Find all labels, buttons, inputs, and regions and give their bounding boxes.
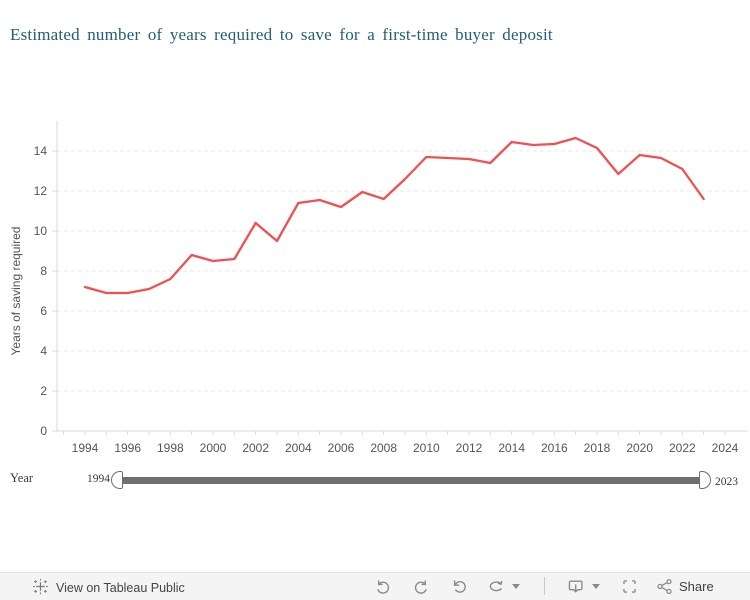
svg-text:2018: 2018 <box>584 441 611 455</box>
share-button[interactable]: Share <box>656 578 714 595</box>
svg-text:14: 14 <box>34 144 48 158</box>
svg-text:0: 0 <box>40 424 47 438</box>
fullscreen-icon[interactable] <box>621 578 638 595</box>
svg-text:10: 10 <box>34 224 48 238</box>
svg-text:2022: 2022 <box>669 441 696 455</box>
line-chart[interactable]: 0 2 4 6 8 10 12 14 1994 1996 1998 2000 2002 2004 2006 2… <box>0 0 750 520</box>
svg-text:2000: 2000 <box>200 441 227 455</box>
redo-icon[interactable] <box>413 578 430 595</box>
view-on-tableau-public-label: View on Tableau Public <box>56 581 185 595</box>
svg-text:2: 2 <box>40 384 47 398</box>
tableau-toolbar: View on Tableau Public <box>0 572 750 600</box>
svg-text:2024: 2024 <box>712 441 739 455</box>
download-icon[interactable] <box>567 578 584 595</box>
revert-icon[interactable] <box>451 578 468 595</box>
svg-text:2008: 2008 <box>370 441 397 455</box>
share-icon <box>656 578 673 595</box>
svg-text:1998: 1998 <box>157 441 184 455</box>
caret-down-icon[interactable] <box>512 584 520 589</box>
tableau-logo-icon <box>32 578 49 598</box>
svg-text:2020: 2020 <box>626 441 653 455</box>
svg-text:2010: 2010 <box>413 441 440 455</box>
svg-text:Years of saving required: Years of saving required <box>9 227 23 356</box>
svg-text:2002: 2002 <box>242 441 269 455</box>
svg-text:2006: 2006 <box>328 441 355 455</box>
share-label: Share <box>679 579 714 594</box>
page-title: Estimated number of years required to sa… <box>10 25 553 44</box>
slider-track[interactable] <box>122 477 701 484</box>
svg-text:2012: 2012 <box>456 441 483 455</box>
undo-icon[interactable] <box>374 578 391 595</box>
svg-text:8: 8 <box>40 264 47 278</box>
slider-min-label: 1994 <box>87 473 110 485</box>
svg-text:1996: 1996 <box>114 441 141 455</box>
svg-text:1994: 1994 <box>72 441 99 455</box>
toolbar-divider <box>544 577 545 595</box>
svg-text:2004: 2004 <box>285 441 312 455</box>
slider-max-label: 2023 <box>715 476 738 488</box>
slider-left-handle[interactable] <box>111 471 123 489</box>
svg-text:12: 12 <box>34 184 48 198</box>
svg-text:2014: 2014 <box>498 441 525 455</box>
svg-text:4: 4 <box>40 344 47 358</box>
refresh-icon[interactable] <box>487 578 504 595</box>
slider-title: Year <box>10 471 34 485</box>
svg-text:2016: 2016 <box>541 441 568 455</box>
view-on-tableau-public-link[interactable]: View on Tableau Public <box>32 578 185 598</box>
svg-text:6: 6 <box>40 304 47 318</box>
caret-down-icon[interactable] <box>592 584 600 589</box>
